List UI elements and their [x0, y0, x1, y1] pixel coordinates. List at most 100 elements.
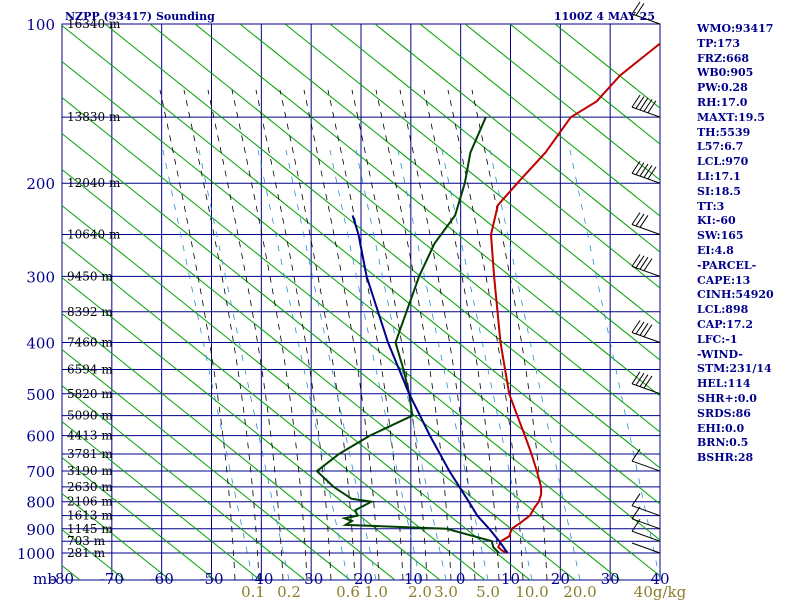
wind-barb-flag	[643, 324, 653, 337]
wind-barb	[631, 530, 661, 542]
wind-barb-flag	[635, 213, 645, 227]
temp-tick--50: -50	[199, 570, 223, 588]
dry-adiabat	[62, 420, 261, 580]
wind-barb-flag	[631, 493, 641, 506]
index-26: SRDS:86	[697, 406, 751, 420]
mixing-ratio-label-2: 0.6	[336, 583, 360, 600]
pressure-tick-900: 900	[26, 521, 55, 539]
index-20: CAP:17.2	[697, 317, 754, 331]
index-2: FRZ:668	[697, 51, 750, 65]
temp-tick--10: -10	[399, 570, 423, 588]
moist-adiabat	[327, 89, 404, 580]
station-title: NZPP (93417) Sounding	[65, 10, 215, 23]
mixing-ratio-label-3: 1.0	[364, 583, 388, 600]
dry-adiabat	[419, 24, 660, 217]
index-0: WMO:93417	[697, 22, 774, 35]
mixing-ratio-label-0: 0.1	[241, 583, 265, 600]
index-17: CAPE:13	[697, 273, 751, 287]
index-24: HEL:114	[697, 377, 751, 391]
height-label-300: 9450 m	[67, 269, 113, 283]
height-label-350: 8392 m	[67, 305, 113, 319]
x-unit-label: mb	[33, 570, 57, 588]
index-25: SHR+:0.0	[697, 391, 757, 405]
mixing-ratio-label-5: 3.0	[434, 583, 458, 600]
dry-adiabat	[509, 24, 660, 145]
temp-tick--70: -70	[100, 570, 124, 588]
dry-adiabat	[62, 96, 660, 577]
wind-barb-flag	[631, 160, 641, 174]
parcel-line	[351, 215, 509, 554]
mixing-ratio-line	[355, 149, 447, 580]
height-label-600: 4413 m	[67, 429, 113, 443]
pressure-tick-600: 600	[26, 428, 55, 446]
index-21: LFC:-1	[697, 332, 738, 346]
wind-barb	[631, 542, 661, 554]
height-label-450: 6594 m	[67, 363, 113, 377]
dry-adiabat	[62, 240, 486, 580]
wind-barb-flag	[639, 163, 649, 177]
wind-barb-flag	[631, 254, 641, 267]
wind-barb-flag	[643, 165, 653, 178]
temperature-line	[489, 42, 660, 554]
plot-frame	[61, 23, 661, 581]
moist-adiabat	[351, 89, 428, 580]
wind-barb-flag	[639, 215, 649, 228]
height-label-1000: 281 m	[67, 546, 106, 560]
wind-barb	[631, 505, 661, 517]
mixing-ratio-line	[329, 149, 421, 580]
dry-adiabat	[149, 24, 660, 433]
wind-barb-flag	[635, 255, 645, 269]
moist-adiabat	[159, 89, 236, 580]
moist-adiabat	[183, 89, 260, 580]
mixing-ratio-line	[285, 149, 377, 580]
wind-barb-flag	[647, 100, 657, 114]
wind-barb	[631, 13, 661, 25]
dry-adiabat	[62, 456, 216, 580]
wind-barb	[631, 172, 661, 184]
dry-adiabat	[104, 24, 660, 469]
wind-barb-flag	[639, 374, 649, 387]
dry-adiabat	[62, 60, 660, 541]
dry-adiabat	[374, 24, 660, 253]
wind-barbs	[631, 1, 661, 554]
wind-barb-flag	[631, 1, 641, 15]
height-label-100: 16340 m	[67, 17, 121, 31]
pressure-tick-700: 700	[26, 463, 55, 481]
mixing-ratio-line	[162, 149, 254, 580]
dry-adiabat	[62, 312, 396, 580]
mixing-ratio-label-9: 40g/kg	[634, 583, 687, 600]
wind-barb	[631, 106, 661, 118]
height-label-650: 3781 m	[67, 447, 113, 461]
moist-adiabat	[255, 89, 332, 580]
index-8: L57:6.7	[697, 140, 744, 154]
dry-adiabat	[464, 24, 660, 181]
plot-area	[62, 24, 660, 580]
wind-barb-flag	[631, 448, 641, 462]
mixing-ratio-label-7: 10.0	[515, 583, 548, 600]
moist-adiabat	[207, 89, 284, 580]
height-label-200: 12040 m	[67, 176, 121, 190]
mixing-ratio-line	[489, 149, 581, 580]
wind-barb-flag	[643, 99, 653, 112]
pressure-tick-500: 500	[26, 386, 55, 404]
index-29: BSHR:28	[697, 451, 754, 465]
mixing-ratio-line	[257, 149, 349, 580]
mixing-ratio-label-1: 0.2	[277, 583, 301, 600]
wind-barb-flag	[639, 323, 649, 336]
dry-adiabat	[62, 384, 306, 580]
dry-adiabat	[62, 276, 441, 580]
height-label-700: 3190 m	[67, 464, 113, 478]
moist-adiabat	[279, 89, 356, 580]
index-12: TT:3	[697, 199, 725, 213]
wind-barb-flag	[631, 320, 641, 333]
pressure-tick-200: 200	[26, 175, 55, 193]
dry-adiabat	[62, 168, 576, 580]
temp-tick-30: 30	[601, 570, 620, 588]
pressure-tick-100: 100	[26, 16, 55, 34]
moist-adiabat	[303, 89, 380, 580]
wind-barb-flag	[631, 371, 641, 385]
height-label-850: 1613 m	[67, 509, 113, 523]
